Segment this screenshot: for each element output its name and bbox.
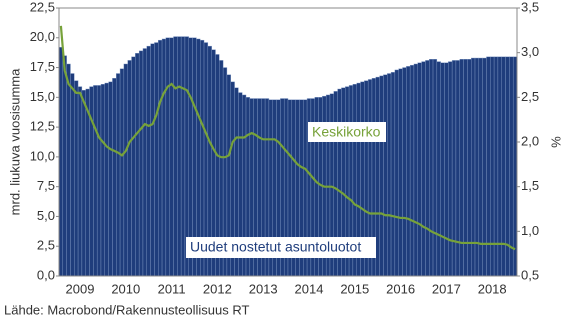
bar [74, 80, 79, 277]
x-tick-label: 2012 [203, 281, 232, 296]
y-tick-label: 5,0 [37, 208, 55, 223]
bar [417, 62, 422, 277]
bar [379, 75, 384, 277]
y2-tick-label: 2,5 [521, 89, 539, 104]
x-tick-label: 2017 [432, 281, 461, 296]
bar [70, 73, 75, 277]
bar [455, 60, 460, 277]
bar [165, 37, 170, 277]
bar [146, 45, 151, 277]
bar [394, 69, 399, 277]
bar [390, 72, 396, 277]
bar [169, 37, 174, 277]
y-tick-label: 2,5 [37, 238, 55, 253]
bar [100, 84, 105, 277]
x-tick-label: 2013 [249, 281, 278, 296]
bar [509, 56, 514, 277]
y-axis-label: mrd. liukuva vuosisumma [7, 68, 22, 215]
x-tick-label: 2009 [66, 281, 95, 296]
y2-tick-label: 1,0 [521, 223, 539, 238]
bar [413, 63, 418, 277]
y-tick-label: 15,0 [30, 89, 55, 104]
bar [123, 63, 128, 277]
y-tick-label: 12,5 [30, 119, 55, 134]
bar [119, 68, 125, 277]
y-tick-label: 7,5 [37, 178, 55, 193]
bar [505, 56, 510, 277]
label-box [186, 237, 376, 258]
bar [138, 50, 144, 277]
bar [512, 56, 518, 277]
x-tick-label: 2018 [478, 281, 507, 296]
bar [402, 67, 407, 277]
y2-tick-label: 3,0 [521, 44, 539, 59]
bar [406, 66, 411, 277]
bar [451, 60, 457, 277]
bar [429, 59, 434, 277]
y2-tick-label: 3,5 [521, 0, 539, 14]
bar [85, 88, 90, 277]
bar [444, 62, 449, 277]
bar [161, 38, 167, 277]
label-box [308, 122, 386, 142]
bar [150, 43, 155, 277]
line [59, 25, 516, 251]
y2-tick-label: 2,0 [521, 133, 539, 148]
bar [387, 73, 392, 277]
y-tick-label: 0,0 [37, 267, 55, 282]
bar [93, 85, 98, 277]
bar [104, 82, 109, 277]
bar [62, 55, 67, 277]
y2-tick-label: 1,5 [521, 178, 539, 193]
y-tick-label: 10,0 [30, 148, 55, 163]
bar [409, 64, 415, 277]
x-tick-label: 2015 [340, 281, 369, 296]
y-tick-label: 17,5 [30, 59, 55, 74]
bar [154, 42, 159, 277]
bar [177, 36, 182, 277]
bar [398, 68, 403, 277]
x-tick-label: 2010 [111, 281, 140, 296]
bar [108, 81, 113, 277]
bar [421, 61, 426, 277]
bar [58, 47, 64, 277]
bar [432, 59, 438, 277]
x-tick-label: 2016 [386, 281, 415, 296]
bar [425, 60, 430, 277]
bar [112, 78, 117, 277]
bar [116, 73, 121, 277]
plot-frame [58, 7, 518, 277]
bar [448, 61, 453, 277]
bar [127, 60, 132, 277]
bar [77, 86, 83, 277]
bar [96, 85, 102, 277]
bar [135, 53, 140, 277]
y2-axis-label: % [549, 136, 564, 148]
bar [440, 62, 445, 277]
bar [180, 36, 186, 277]
source-note: Lähde: Macrobond/Rakennusteollisuus RT [4, 302, 250, 317]
bar [383, 74, 388, 277]
y-tick-label: 20,0 [30, 29, 55, 44]
legend-label: Uudet nostetut asuntoluotot [190, 239, 361, 255]
x-tick-label: 2011 [158, 281, 186, 296]
y-tick-label: 22,5 [30, 0, 55, 14]
bar [375, 76, 380, 277]
bar [158, 39, 163, 277]
bar [131, 56, 136, 277]
legend-label: Keskikorko [312, 124, 381, 140]
bar [436, 61, 441, 277]
bar [66, 63, 71, 277]
x-tick-label: 2014 [295, 281, 324, 296]
bar [142, 48, 147, 277]
y2-tick-label: 0,5 [521, 267, 539, 282]
bar [81, 89, 86, 277]
bar [173, 36, 178, 277]
